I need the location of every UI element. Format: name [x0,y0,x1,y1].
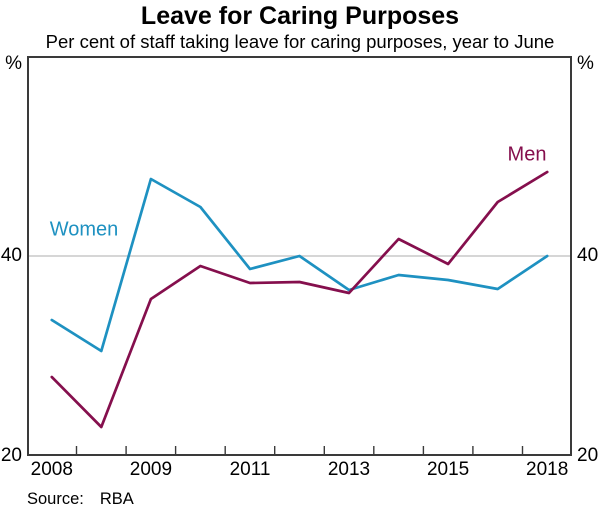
source-value: RBA [99,490,134,508]
x-tick-label-2013: 2013 [327,459,371,480]
x-tick-label-2015: 2015 [426,459,470,480]
y-tick-40-right: 40 [577,245,599,266]
y-tick-40-left: 40 [0,245,22,266]
y-tick-20-right: 20 [577,445,599,466]
series-line-men [50,170,549,429]
series-label-men: Men [507,143,547,166]
x-tick-label-2011: 2011 [229,459,271,480]
source-label: Source: [27,490,84,508]
plot-border [27,56,572,456]
y-axis-unit-left: % [5,53,22,74]
series-line-women [50,177,549,353]
line-chart-svg [27,56,572,456]
x-tick-label-2018: 2018 [526,459,569,480]
x-tick-label-2009: 2009 [129,459,173,480]
chart-subtitle: Per cent of staff taking leave for carin… [45,31,555,52]
chart-title: Leave for Caring Purposes [140,2,460,30]
y-axis-unit-right: % [577,53,594,74]
series-label-women: Women [49,218,119,241]
x-tick-label-2008: 2008 [30,459,73,480]
source-note: Source: RBA [27,489,134,509]
y-tick-20-left: 20 [0,445,22,466]
